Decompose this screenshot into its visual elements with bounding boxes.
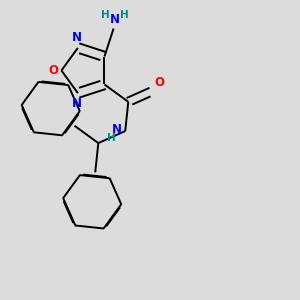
Text: N: N	[112, 123, 122, 136]
Text: O: O	[48, 64, 58, 77]
Text: O: O	[154, 76, 164, 89]
Text: N: N	[110, 13, 120, 26]
Text: H: H	[107, 133, 116, 142]
Text: H: H	[101, 10, 110, 20]
Text: N: N	[71, 31, 81, 44]
Text: H: H	[120, 10, 129, 20]
Text: N: N	[71, 97, 81, 110]
